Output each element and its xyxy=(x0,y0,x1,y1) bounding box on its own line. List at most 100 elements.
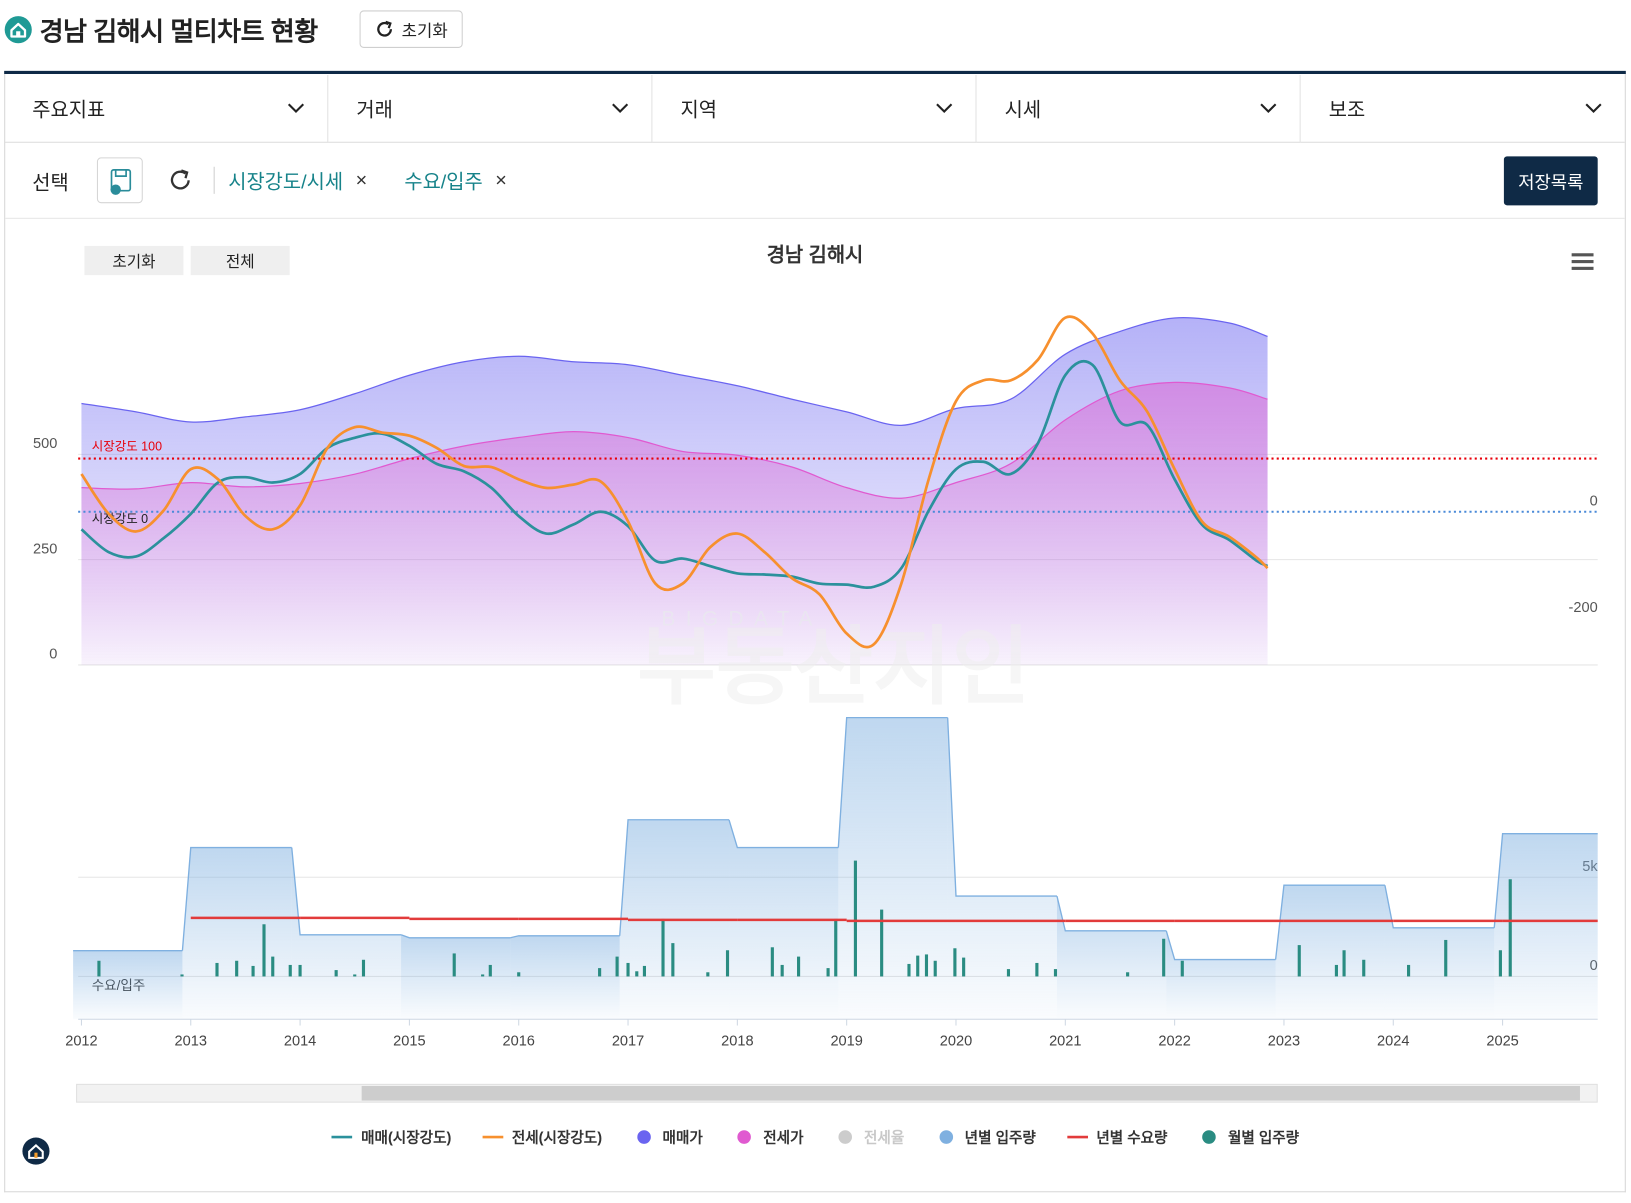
step-line xyxy=(1165,930,1276,961)
chip-remove[interactable]: × xyxy=(355,169,368,192)
step-line xyxy=(1274,884,1385,960)
chip[interactable]: 수요/입주 × xyxy=(404,167,506,195)
step-area xyxy=(401,934,511,1020)
bar xyxy=(853,860,857,977)
bar xyxy=(780,964,784,977)
bar xyxy=(288,964,292,977)
selection-label: 선택 xyxy=(32,173,69,195)
step-area xyxy=(510,935,620,1020)
legend-item[interactable]: 년별 수요량 xyxy=(1067,1127,1167,1148)
reference-label: 시장강도 0 xyxy=(92,512,148,526)
area-edge xyxy=(81,381,1268,499)
x-tick-label: 2012 xyxy=(65,1033,97,1049)
x-tick-label: 2021 xyxy=(1049,1033,1081,1049)
bar xyxy=(1006,969,1011,977)
bar xyxy=(271,956,275,977)
legend-label: 전세율 xyxy=(863,1128,905,1146)
legend-item[interactable]: 전세율 xyxy=(835,1127,904,1148)
step-line xyxy=(291,847,402,936)
y-tick-label: 0 xyxy=(1590,494,1598,510)
step-area xyxy=(947,717,1057,1020)
bar xyxy=(1053,969,1058,977)
step-line xyxy=(837,716,948,848)
tab[interactable]: 시세 xyxy=(976,75,1301,143)
chip-remove[interactable]: × xyxy=(495,169,507,192)
x-tick-label: 2014 xyxy=(284,1033,316,1049)
page-title: 경남 김해시 멀티차트 현황 xyxy=(39,17,319,47)
legend-item[interactable]: 년별 입주량 xyxy=(936,1127,1036,1148)
menu-icon[interactable] xyxy=(1571,253,1594,270)
legend-item[interactable]: 월별 입주량 xyxy=(1199,1127,1299,1148)
tab[interactable]: 주요지표 xyxy=(4,75,329,143)
bar xyxy=(725,950,730,977)
legend-label: 월별 입주량 xyxy=(1227,1128,1300,1146)
bar xyxy=(1508,879,1512,977)
save-icon-button[interactable] xyxy=(96,157,143,204)
y-tick-label: 500 xyxy=(33,436,57,452)
step-line xyxy=(946,717,1057,897)
bar xyxy=(1342,950,1346,977)
refresh-selection[interactable] xyxy=(167,167,194,194)
legend-marker xyxy=(482,1135,504,1139)
bar xyxy=(642,965,646,977)
step-area xyxy=(838,717,948,1020)
legend-marker xyxy=(1067,1135,1088,1139)
bar xyxy=(1162,938,1166,977)
chip-label: 시장강도/시세 xyxy=(228,171,344,194)
legend-swatch xyxy=(737,1130,752,1144)
save-list-button[interactable]: 저장목록 xyxy=(1503,156,1598,206)
tab[interactable]: 보조 xyxy=(1300,75,1625,143)
chart-reset-button[interactable]: 초기화 xyxy=(84,245,184,276)
scrollbar[interactable] xyxy=(76,1083,1598,1103)
chevron xyxy=(612,103,629,113)
legend-item[interactable]: 매매(시장강도) xyxy=(331,1127,451,1148)
step-line xyxy=(1056,895,1167,932)
legend-item[interactable]: 전세가 xyxy=(734,1127,804,1148)
legend-swatch xyxy=(838,1130,852,1144)
bar xyxy=(180,974,184,977)
save-icon xyxy=(110,169,132,195)
bar xyxy=(353,974,357,977)
tab[interactable]: 거래 xyxy=(328,75,653,143)
watermark-small: BIGDATA xyxy=(661,607,822,630)
legend-marker xyxy=(331,1135,353,1139)
home-icon xyxy=(4,16,32,44)
bar xyxy=(215,962,219,977)
logo-icon xyxy=(22,1137,50,1165)
legend-item[interactable]: 매매가 xyxy=(633,1127,703,1148)
legend-marker xyxy=(737,1130,752,1144)
chart-all-button[interactable]: 전체 xyxy=(190,245,290,276)
bar xyxy=(251,965,255,977)
bar xyxy=(834,918,838,977)
step-area xyxy=(291,847,402,1020)
bar xyxy=(262,924,266,977)
legend-label: 매매가 xyxy=(662,1128,703,1146)
bar xyxy=(907,963,911,977)
x-tick-label: 2025 xyxy=(1486,1033,1518,1049)
bar xyxy=(615,956,619,977)
legend-marker xyxy=(1202,1130,1216,1144)
legend-marker xyxy=(838,1130,852,1144)
legend-item[interactable]: 전세(시장강도) xyxy=(482,1127,603,1148)
tab[interactable]: 지역 xyxy=(652,75,977,143)
legend-label: 전세(시장강도) xyxy=(511,1128,603,1146)
chip[interactable]: 시장강도/시세 × xyxy=(228,167,367,195)
x-tick-label: 2020 xyxy=(940,1033,972,1049)
bar xyxy=(481,974,485,977)
step-line xyxy=(619,819,730,936)
card xyxy=(4,73,1626,1193)
bar xyxy=(924,954,929,977)
bar xyxy=(452,953,456,977)
reset-button[interactable]: 초기화 xyxy=(359,10,463,48)
step-line xyxy=(400,934,511,939)
bar xyxy=(1444,939,1448,977)
bar xyxy=(1126,972,1130,977)
bar xyxy=(1334,964,1338,977)
step-area xyxy=(1494,833,1598,1020)
step-line xyxy=(1493,832,1598,928)
tab-label: 보조 xyxy=(1328,99,1366,122)
scroll-thumb[interactable] xyxy=(361,1085,1580,1101)
